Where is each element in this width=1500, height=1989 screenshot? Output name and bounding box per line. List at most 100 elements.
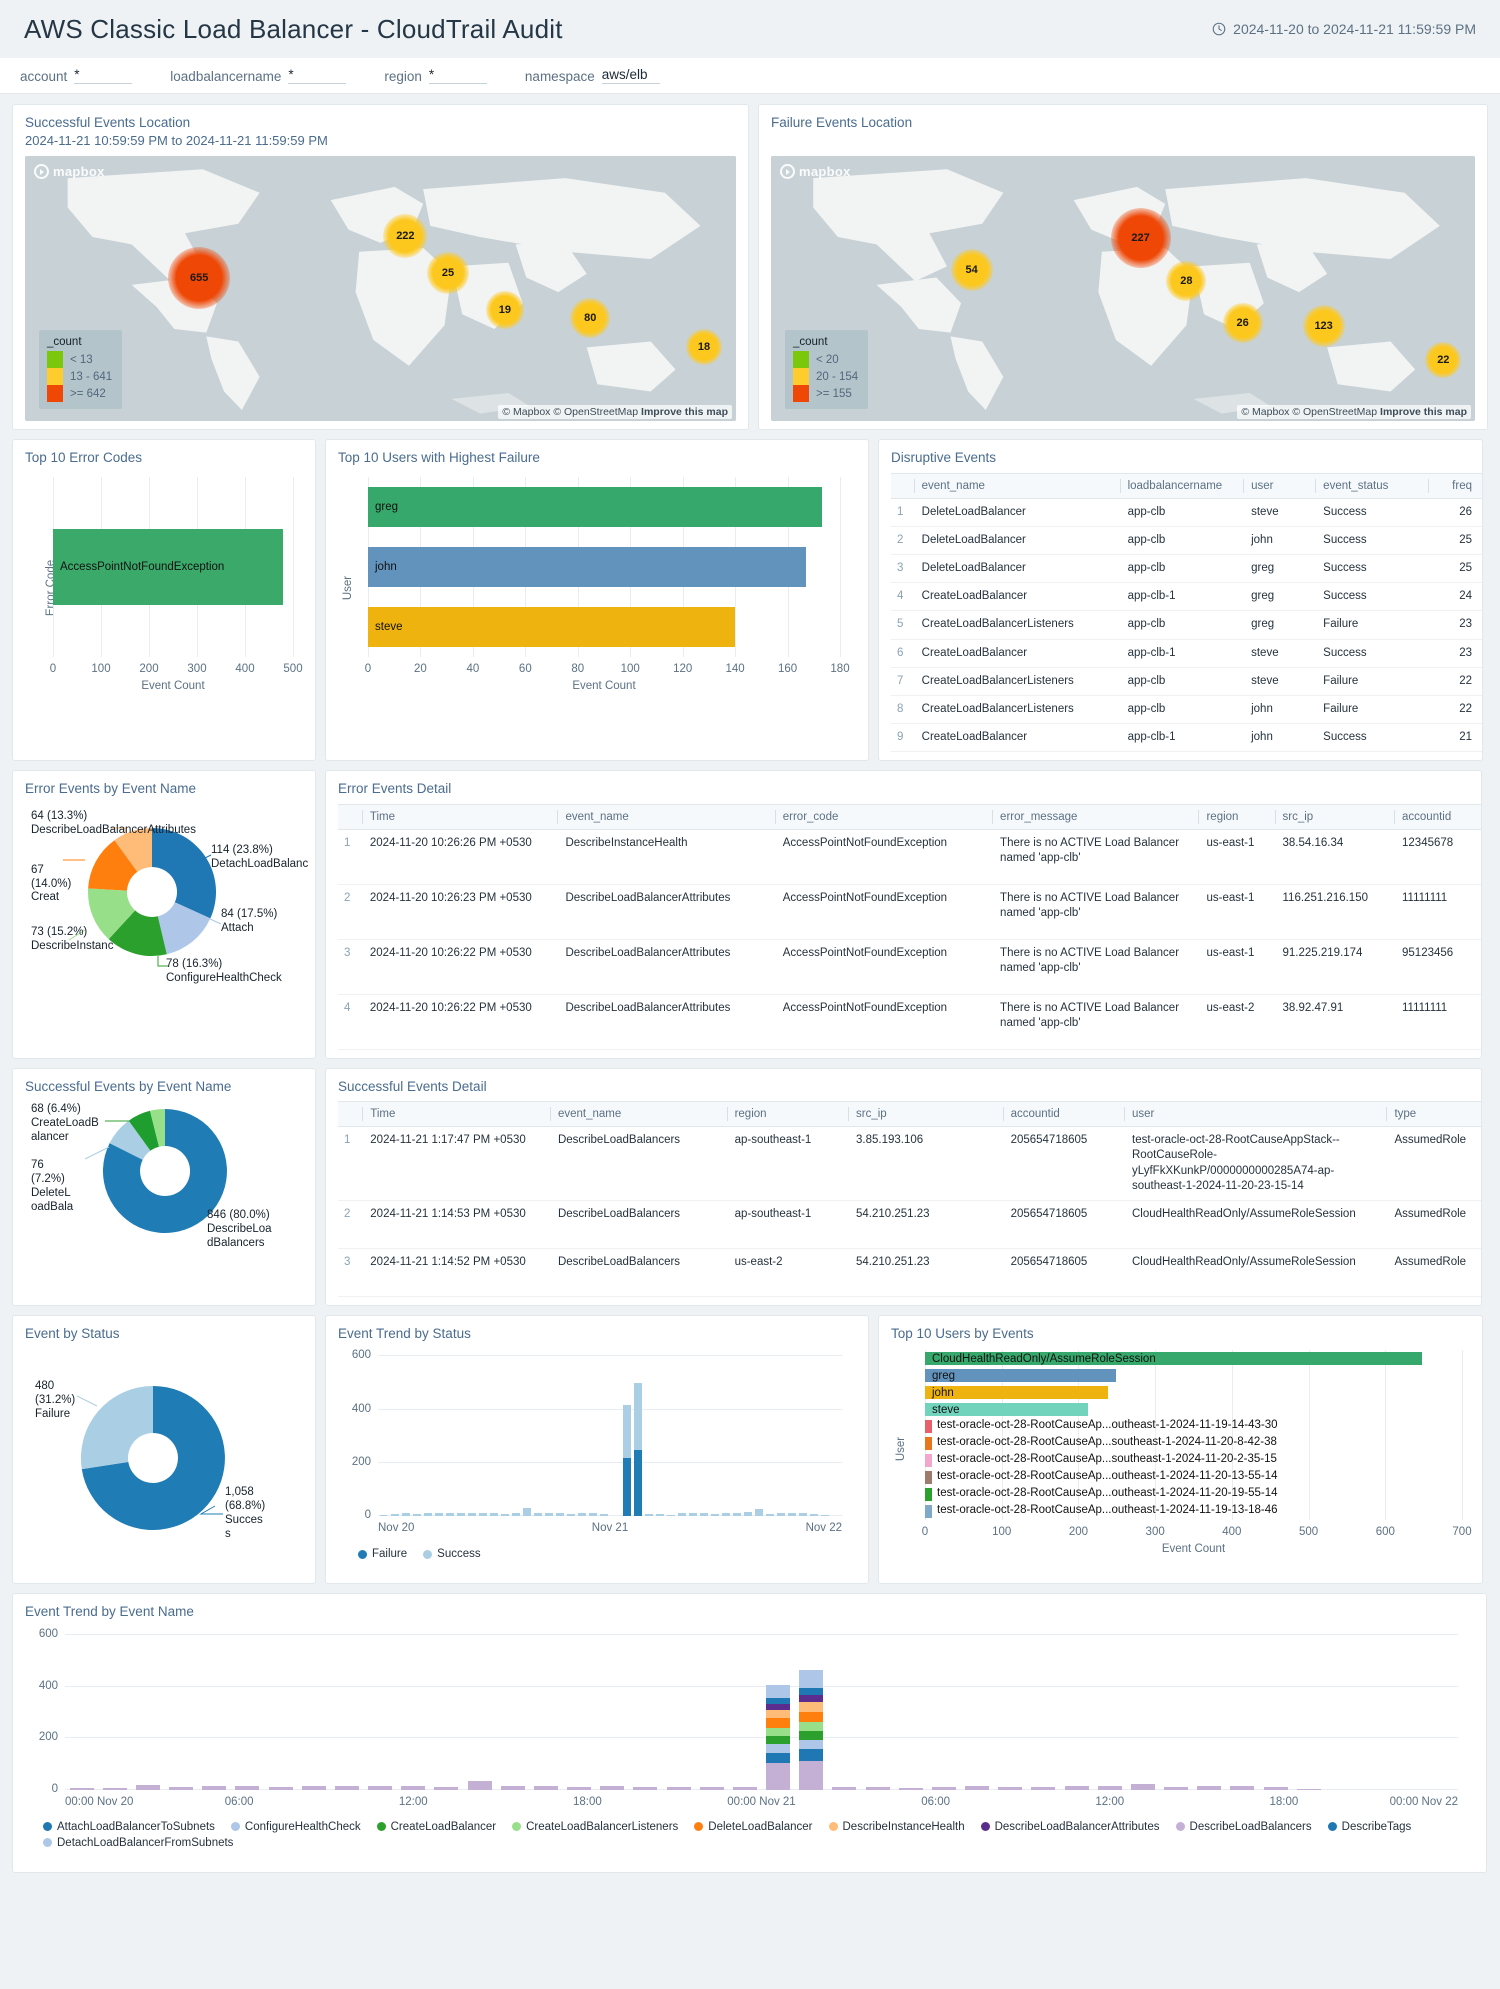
table-error-events-detail[interactable]: Time event_name error_code error_message reg…: [338, 803, 1481, 1050]
bar-column[interactable]: [1230, 1786, 1255, 1790]
map-bubble[interactable]: 80: [570, 297, 611, 338]
bar-column[interactable]: [965, 1786, 990, 1790]
bar-column[interactable]: [445, 1512, 454, 1517]
legend-item[interactable]: DetachLoadBalancerFromSubnets: [43, 1837, 233, 1849]
column-header[interactable]: type: [1386, 1101, 1481, 1128]
bar[interactable]: test-oracle-oct-28-RootCauseAp...southea…: [925, 1436, 1277, 1451]
chart-error-events-pie[interactable]: 114 (23.8%) DetachLoadBalanc 84 (17.5%) …: [25, 800, 308, 985]
bar-column[interactable]: [744, 1512, 753, 1517]
bar-column[interactable]: [799, 1669, 824, 1790]
bar-column[interactable]: [1064, 1786, 1089, 1790]
bar-column[interactable]: [390, 1514, 399, 1517]
bar-column[interactable]: [334, 1785, 359, 1790]
bar-column[interactable]: [368, 1786, 393, 1790]
column-header[interactable]: src_ip: [1274, 803, 1395, 830]
bar-column[interactable]: [556, 1512, 565, 1517]
column-header[interactable]: [338, 803, 362, 830]
table-row[interactable]: 3 2024-11-20 10:26:22 PM +0530 DescribeLoa…: [338, 939, 1481, 995]
table-successful-events-detail[interactable]: Time event_name region src_ip accountid user t…: [338, 1101, 1481, 1297]
table-row[interactable]: 2 DeleteLoadBalancer app-clb john Success 25: [891, 526, 1482, 556]
bar-column[interactable]: [169, 1786, 194, 1790]
bar-column[interactable]: [69, 1787, 94, 1790]
bar-column[interactable]: [622, 1404, 631, 1517]
column-header[interactable]: user: [1124, 1101, 1387, 1128]
table-disruptive-events[interactable]: event_name loadbalancername user event_stat…: [891, 472, 1482, 753]
bar-column[interactable]: [434, 1512, 443, 1517]
bar-column[interactable]: [412, 1513, 421, 1517]
table-row[interactable]: 4 CreateLoadBalancer app-clb-1 greg Success 2…: [891, 582, 1482, 612]
bar-column[interactable]: [865, 1786, 890, 1790]
bar-column[interactable]: [666, 1786, 691, 1790]
map-bubble[interactable]: 26: [1222, 303, 1263, 344]
map-bubble[interactable]: 227: [1110, 208, 1171, 269]
bar-column[interactable]: [1164, 1786, 1189, 1790]
column-header[interactable]: region: [726, 1101, 849, 1128]
bar-column[interactable]: [523, 1508, 532, 1517]
bar[interactable]: greg: [368, 486, 822, 527]
bar[interactable]: CloudHealthReadOnly/AssumeRoleSession: [925, 1352, 1423, 1366]
column-header[interactable]: src_ip: [848, 1101, 1003, 1128]
chart-event-trend-status[interactable]: 0 200 400 600 Nov 20 Nov 21 Nov 22 Failure Suc…: [338, 1349, 856, 1575]
bar-column[interactable]: [688, 1513, 697, 1517]
chart-success-events-pie[interactable]: 68 (6.4%) CreateLoadB alancer 76 (7.2%) Dele…: [25, 1097, 303, 1249]
bar[interactable]: steve: [925, 1403, 1089, 1417]
bar-column[interactable]: [379, 1514, 388, 1517]
success-map[interactable]: mapbox 655 222 25 19 80 18 _count < 13 13 - 6…: [25, 156, 736, 422]
bar[interactable]: test-oracle-oct-28-RootCauseAp...outheas…: [925, 1504, 1278, 1519]
legend-item[interactable]: CreateLoadBalancer: [376, 1821, 496, 1833]
bar-column[interactable]: [500, 1786, 525, 1790]
filter-loadbalancername[interactable]: loadbalancername *: [170, 67, 347, 84]
improve-map-link[interactable]: Improve this map: [641, 406, 728, 419]
map-bubble[interactable]: 655: [168, 247, 231, 310]
bar-column[interactable]: [722, 1513, 730, 1517]
chart-top-users-by-events[interactable]: User CloudHealthReadOnly/AssumeRoleSessi…: [891, 1350, 1472, 1575]
bar-column[interactable]: [434, 1786, 459, 1790]
column-header[interactable]: user: [1243, 472, 1316, 499]
table-row[interactable]: 7 CreateLoadBalancerListeners app-clb steve…: [891, 667, 1482, 697]
failure-map[interactable]: mapbox 227 54 28 26 123 22 _count < 20 20 - 1…: [771, 156, 1475, 422]
column-header[interactable]: Time: [361, 803, 558, 830]
bar-column[interactable]: [699, 1512, 708, 1517]
map-bubble[interactable]: 18: [686, 329, 722, 366]
column-header[interactable]: error_code: [774, 803, 993, 830]
improve-map-link[interactable]: Improve this map: [1380, 406, 1467, 419]
bar-column[interactable]: [1296, 1789, 1321, 1790]
legend-item[interactable]: DescribeLoadBalancerAttributes: [980, 1821, 1160, 1833]
table-row[interactable]: 2 2024-11-20 10:26:23 PM +0530 DescribeLoa…: [338, 884, 1481, 940]
column-header[interactable]: [338, 1101, 363, 1128]
bar-column[interactable]: [699, 1786, 724, 1790]
table-row[interactable]: 6 CreateLoadBalancer app-clb-1 steve Success…: [891, 639, 1482, 668]
column-header[interactable]: [891, 472, 914, 499]
bar-column[interactable]: [268, 1786, 293, 1790]
legend-item[interactable]: DeleteLoadBalancer: [694, 1821, 813, 1833]
bar-column[interactable]: [600, 1786, 625, 1790]
bar[interactable]: john: [368, 546, 806, 587]
bar-column[interactable]: [545, 1512, 554, 1517]
legend-item[interactable]: DescribeTags: [1327, 1821, 1411, 1833]
bar-column[interactable]: [600, 1514, 609, 1517]
filter-account-value[interactable]: *: [74, 67, 133, 84]
column-header[interactable]: Time: [362, 1101, 550, 1128]
chart-top-error-codes[interactable]: Error Code AccessPointNotFoundException …: [25, 476, 303, 699]
table-row[interactable]: 1 2024-11-21 1:17:47 PM +0530 DescribeLoad…: [338, 1126, 1481, 1201]
bar-column[interactable]: [202, 1785, 227, 1790]
bar-column[interactable]: [102, 1787, 127, 1790]
bar-column[interactable]: [766, 1685, 791, 1790]
map-bubble[interactable]: 25: [427, 251, 470, 294]
map-bubble[interactable]: 22: [1425, 342, 1462, 379]
column-header[interactable]: error_message: [992, 803, 1199, 830]
bar[interactable]: steve: [368, 606, 736, 647]
bar-column[interactable]: [1197, 1786, 1222, 1790]
table-row[interactable]: 9 CreateLoadBalancer app-clb-1 john Success 2…: [891, 723, 1482, 753]
column-header[interactable]: event_name: [557, 803, 775, 830]
bar-column[interactable]: [998, 1786, 1023, 1790]
bar[interactable]: test-oracle-oct-28-RootCauseAp...outheas…: [925, 1419, 1278, 1434]
column-header[interactable]: loadbalancername: [1119, 472, 1244, 499]
bar-column[interactable]: [710, 1514, 719, 1517]
map-bubble[interactable]: 123: [1302, 304, 1345, 347]
filter-region[interactable]: region *: [384, 67, 487, 84]
bar-column[interactable]: [1097, 1786, 1122, 1790]
legend-item[interactable]: ConfigureHealthCheck: [230, 1821, 361, 1833]
legend-item[interactable]: CreateLoadBalancerListeners: [512, 1821, 678, 1833]
column-header[interactable]: event_status: [1315, 472, 1429, 499]
